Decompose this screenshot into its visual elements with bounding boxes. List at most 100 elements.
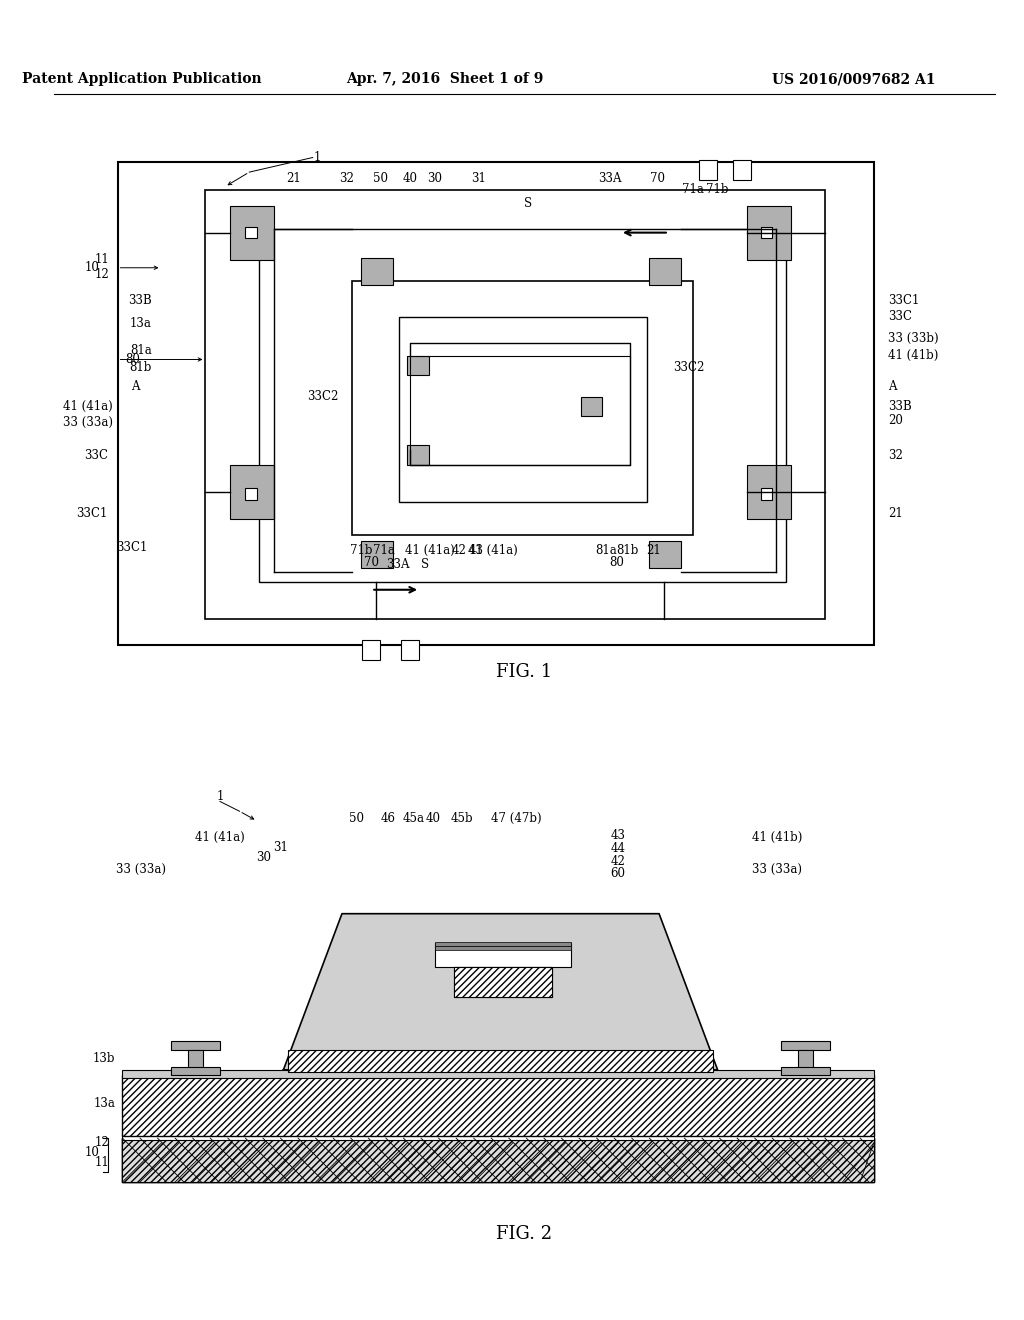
Bar: [123, 1138, 873, 1181]
Text: 11: 11: [95, 1156, 110, 1170]
Text: 21: 21: [286, 173, 301, 186]
Bar: [361, 257, 392, 285]
Text: 30: 30: [256, 850, 270, 863]
Bar: [206, 190, 825, 619]
Bar: [289, 1051, 713, 1072]
Text: 21: 21: [646, 544, 660, 557]
Text: 81b: 81b: [616, 544, 639, 557]
Bar: [123, 1138, 873, 1181]
Text: 71b: 71b: [707, 183, 729, 197]
Text: 33C2: 33C2: [673, 360, 705, 374]
Bar: [362, 640, 380, 660]
Bar: [408, 355, 429, 375]
Bar: [798, 1051, 813, 1069]
Bar: [246, 488, 257, 500]
Bar: [123, 1074, 873, 1137]
Text: 40: 40: [402, 173, 418, 186]
Text: 33 (33b): 33 (33b): [889, 331, 939, 345]
Text: 41 (41b): 41 (41b): [889, 348, 939, 362]
Text: 20: 20: [889, 414, 903, 428]
Bar: [229, 206, 273, 260]
Text: FIG. 1: FIG. 1: [497, 663, 553, 681]
Text: A: A: [889, 380, 897, 393]
Text: 41 (41b): 41 (41b): [752, 832, 802, 843]
Text: 10: 10: [85, 261, 100, 275]
Text: 1: 1: [216, 791, 223, 803]
Polygon shape: [284, 913, 718, 1069]
Bar: [455, 968, 552, 997]
Text: 42: 42: [610, 854, 626, 867]
Text: 10: 10: [85, 1146, 100, 1159]
Text: US 2016/0097682 A1: US 2016/0097682 A1: [772, 73, 936, 86]
Text: FIG. 2: FIG. 2: [497, 1225, 553, 1242]
Bar: [118, 162, 873, 645]
Text: 50: 50: [374, 173, 388, 186]
Bar: [401, 640, 419, 660]
Text: 81a: 81a: [596, 544, 617, 557]
Bar: [408, 445, 429, 465]
Bar: [171, 1067, 220, 1074]
Bar: [761, 227, 772, 239]
Text: 13a: 13a: [130, 317, 152, 330]
Text: 33C2: 33C2: [307, 389, 338, 403]
Text: 81b: 81b: [129, 360, 152, 374]
Text: 43: 43: [610, 829, 626, 842]
Text: 47 (47b): 47 (47b): [492, 812, 542, 825]
Bar: [351, 281, 693, 535]
Text: 33B: 33B: [128, 294, 152, 308]
Text: 33C: 33C: [84, 449, 108, 462]
Bar: [246, 227, 257, 239]
Text: 41 (41a): 41 (41a): [404, 544, 455, 557]
Bar: [398, 317, 647, 502]
Bar: [123, 1138, 873, 1181]
Bar: [781, 1040, 829, 1051]
Text: 70: 70: [649, 173, 665, 186]
Bar: [123, 1069, 873, 1077]
Bar: [455, 968, 552, 997]
Bar: [649, 257, 681, 285]
Bar: [361, 541, 392, 569]
Text: 32: 32: [889, 449, 903, 462]
Text: 1: 1: [314, 150, 322, 164]
Text: 70: 70: [364, 556, 379, 569]
Text: 31: 31: [471, 173, 486, 186]
Text: 40: 40: [425, 812, 440, 825]
Text: 45b: 45b: [451, 812, 473, 825]
Text: 60: 60: [610, 867, 626, 880]
Bar: [123, 1134, 873, 1140]
Text: 21: 21: [889, 507, 903, 520]
Bar: [733, 161, 751, 180]
Text: 11: 11: [95, 253, 110, 267]
Text: 31: 31: [273, 841, 289, 854]
Text: 44: 44: [610, 842, 626, 855]
Text: 33C1: 33C1: [117, 541, 147, 554]
Bar: [187, 1051, 204, 1069]
Text: 41 (41a): 41 (41a): [468, 544, 518, 557]
Text: 32: 32: [339, 173, 354, 186]
Text: 33C1: 33C1: [77, 507, 108, 520]
Text: 43: 43: [468, 544, 483, 557]
Text: 12: 12: [95, 268, 110, 281]
Text: A: A: [131, 380, 140, 393]
Bar: [434, 942, 571, 968]
Bar: [259, 228, 786, 582]
Text: 13b: 13b: [93, 1052, 116, 1065]
Text: 71a: 71a: [682, 183, 705, 197]
Text: 45a: 45a: [402, 812, 424, 825]
Bar: [781, 1067, 829, 1074]
Text: S: S: [524, 197, 532, 210]
Text: Apr. 7, 2016  Sheet 1 of 9: Apr. 7, 2016 Sheet 1 of 9: [346, 73, 543, 86]
Bar: [434, 942, 571, 946]
Text: 33 (33a): 33 (33a): [62, 416, 113, 429]
Text: 30: 30: [427, 173, 442, 186]
Text: 81a: 81a: [130, 345, 152, 358]
Text: 80: 80: [125, 352, 140, 366]
Text: 46: 46: [380, 812, 395, 825]
Text: 33C1: 33C1: [889, 294, 920, 308]
Text: Patent Application Publication: Patent Application Publication: [23, 73, 262, 86]
Text: 33A: 33A: [599, 173, 622, 186]
Bar: [746, 206, 791, 260]
Text: 71a: 71a: [373, 544, 395, 557]
Text: 41 (41a): 41 (41a): [62, 400, 113, 413]
Bar: [229, 465, 273, 519]
